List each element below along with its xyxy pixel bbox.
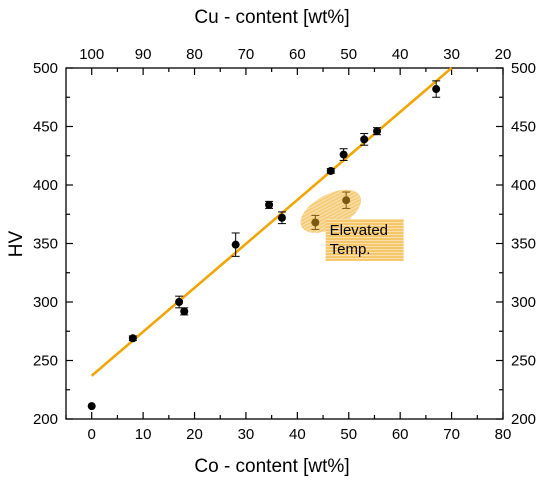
x2-tick-label: 50 xyxy=(340,46,357,63)
plot-frame xyxy=(65,67,504,420)
x2-tick-label: 100 xyxy=(79,46,104,63)
data-point xyxy=(326,166,335,175)
x-tick-label: 20 xyxy=(186,426,203,443)
data-point xyxy=(175,298,184,306)
y-tick-label: 200 xyxy=(33,411,58,428)
fit-line xyxy=(90,67,453,377)
y-tick-label: 400 xyxy=(33,177,58,194)
y-axis-title: HV xyxy=(6,230,27,257)
data-point xyxy=(128,334,137,343)
x2-tick-label: 60 xyxy=(289,46,306,63)
data-point xyxy=(265,200,274,209)
data-point xyxy=(373,127,382,136)
x-tick-label: 40 xyxy=(289,426,306,443)
y-tick-label: 350 xyxy=(33,236,58,253)
x2-tick-label: 80 xyxy=(186,46,203,63)
x-tick-label: 10 xyxy=(135,426,152,443)
annotation-box xyxy=(325,218,404,261)
y2-tick-label: 350 xyxy=(511,236,536,253)
y2-tick-label: 200 xyxy=(511,411,536,428)
x-tick-label: 0 xyxy=(88,426,96,443)
y2-tick-label: 400 xyxy=(511,177,536,194)
y2-tick-label: 250 xyxy=(511,353,536,370)
x-tick-label: 80 xyxy=(495,426,512,443)
y-tick-label: 450 xyxy=(33,119,58,136)
fit-line-group xyxy=(90,67,453,377)
x-tick-label: 30 xyxy=(238,426,255,443)
x-tick-label: 50 xyxy=(340,426,357,443)
y2-tick-label: 500 xyxy=(511,60,536,77)
annotation-text: Elevated xyxy=(330,222,388,239)
annotation-text: Temp. xyxy=(330,241,371,258)
y-tick-label: 500 xyxy=(33,60,58,77)
y-tick-label: 300 xyxy=(33,294,58,311)
data-point xyxy=(360,135,369,144)
y2-tick-label: 300 xyxy=(511,294,536,311)
x2-tick-label: 40 xyxy=(392,46,409,63)
data-point xyxy=(87,402,96,411)
top-axis-title: Cu - content [wt%] xyxy=(194,7,349,28)
tick-labels: 0 10 20 30 40 50 60 70 80 100 90 80 70 60 50 40 30 20 200 2… xyxy=(33,46,536,443)
elevated-data-point xyxy=(311,218,320,227)
tick-marks xyxy=(65,67,504,420)
data-point xyxy=(277,213,286,222)
x2-tick-label: 70 xyxy=(238,46,255,63)
x2-tick-label: 30 xyxy=(443,46,460,63)
y-tick-label: 250 xyxy=(33,353,58,370)
data-point xyxy=(231,240,240,249)
x2-tick-label: 90 xyxy=(135,46,152,63)
data-points xyxy=(87,80,441,411)
data-point xyxy=(180,307,189,316)
x-tick-label: 70 xyxy=(443,426,460,443)
x-axis-title: Co - content [wt%] xyxy=(194,456,349,477)
data-point xyxy=(339,150,348,159)
x2-tick-label: 20 xyxy=(495,46,512,63)
annotations: Elevated Temp. xyxy=(325,218,404,261)
data-point xyxy=(432,85,441,94)
y2-tick-label: 450 xyxy=(511,119,536,136)
elevated-data-point xyxy=(342,196,351,205)
x-tick-label: 60 xyxy=(392,426,409,443)
